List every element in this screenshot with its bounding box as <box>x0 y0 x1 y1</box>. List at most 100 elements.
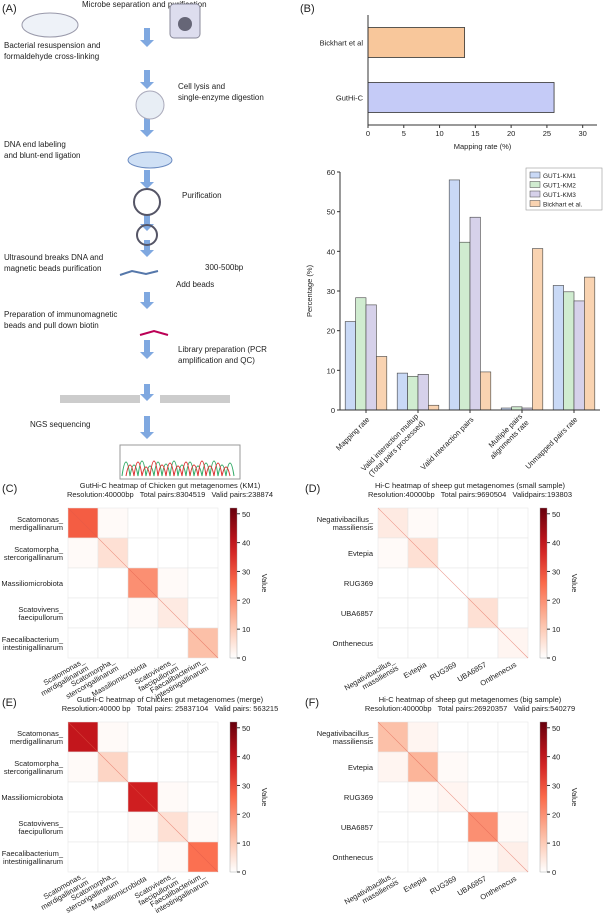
heatmap-cell <box>67 811 99 843</box>
heatmap-cell <box>127 507 159 539</box>
heatmap-cell <box>467 537 499 569</box>
heatmap-cell <box>187 721 219 753</box>
colorbar-tick-label: 20 <box>242 596 250 605</box>
step-text: magnetic beads purification <box>4 264 101 273</box>
y-tick-label: RUG369 <box>344 579 373 588</box>
colorbar-tick-label: 30 <box>242 567 250 576</box>
diagonal <box>377 507 529 659</box>
bar <box>563 291 575 411</box>
colorbar-tick-label: 40 <box>242 753 250 762</box>
heatmap-cell <box>497 751 529 783</box>
heatmap-cell <box>467 507 499 539</box>
step-text: formaldehyde cross-linking <box>4 52 99 61</box>
icons <box>21 3 241 480</box>
colorbar-label: Value <box>570 574 579 593</box>
bar <box>396 372 408 411</box>
colorbar-tick-label: 10 <box>242 625 250 634</box>
heatmap-cell <box>437 811 469 843</box>
colorbar-tick-label: 20 <box>552 596 560 605</box>
heatmap-cell <box>497 811 529 843</box>
heatmap-cell <box>467 627 499 659</box>
heatmap-cell <box>67 841 99 873</box>
heatmap-cell <box>127 751 159 783</box>
colorbar-tick-label: 50 <box>242 724 250 733</box>
heatmap-cell <box>157 781 189 813</box>
bar <box>355 297 367 411</box>
heatmap-cell <box>97 841 129 873</box>
y-tick-label: Negativibacillus_ massiliensis <box>317 729 374 746</box>
legend-swatch <box>529 200 541 207</box>
heatmap-cell <box>467 751 499 783</box>
heatmap-cell <box>377 537 409 569</box>
colorbar-tick-label: 50 <box>552 510 560 519</box>
y-tick-label: 60 <box>327 168 335 177</box>
bar <box>365 304 377 411</box>
heatmap-cell <box>67 597 99 629</box>
x-tick-label: RUG369 <box>428 874 458 896</box>
panel-label: (F) <box>305 697 319 709</box>
bar <box>448 179 460 411</box>
x-tick-label: RUG369 <box>428 660 458 682</box>
panel-label: (C) <box>2 483 17 495</box>
heatmap-cell <box>187 781 219 813</box>
y-tick-label: 30 <box>327 287 335 296</box>
y-tick-label: Scatomorpha_ stercorigallinarum <box>4 545 64 562</box>
x-tick-label: 0 <box>366 129 370 138</box>
step-text: NGS sequencing <box>30 420 90 429</box>
heatmap-cell <box>97 721 129 753</box>
heatmap-cell <box>187 597 219 629</box>
heatmap-cell <box>67 751 99 783</box>
x-tick-label: 20 <box>507 129 515 138</box>
legend-swatch <box>529 181 541 188</box>
heatmap-cell <box>97 627 129 659</box>
y-tick-label: Scatomonas_ merdigallinarum <box>10 515 64 532</box>
colorbar-tick-label: 10 <box>552 839 560 848</box>
legend-label: GUT1-KM3 <box>543 192 576 199</box>
arrows <box>140 28 154 439</box>
step-text: DNA end labeling <box>4 140 66 149</box>
heatmap-cell <box>157 751 189 783</box>
bar <box>428 404 440 411</box>
chart-subtitle: Resolution:40000 bp Total pairs: 2583710… <box>62 704 279 713</box>
colorbar <box>229 507 238 659</box>
step-text: Cell lysis and <box>178 82 225 91</box>
y-tick-label: Scatovivens_ faecipullorum <box>18 605 63 622</box>
heatmap-cell <box>377 567 409 599</box>
x-tick-label: Mapping rate <box>334 415 371 452</box>
x-tick-label: Negativibacillus_massiliensis <box>343 656 401 699</box>
colorbar-tick-label: 40 <box>552 753 560 762</box>
heatmap-cell <box>377 597 409 629</box>
y-tick-label: 50 <box>327 208 335 217</box>
colorbar-tick-label: 0 <box>552 868 556 877</box>
workflow-diagram: (A) Microbe separation and purification … <box>2 0 267 480</box>
x-tick-label: Valid interaction pairs <box>419 415 476 472</box>
step-text: Microbe separation and purification <box>82 0 207 9</box>
panel-label: (A) <box>2 3 17 15</box>
heatmap-cell <box>437 507 469 539</box>
heatmap-cell <box>377 751 409 783</box>
heatmap-cell <box>407 781 439 813</box>
y-tick-label: UBA6857 <box>341 823 373 832</box>
heatmap-cell <box>127 811 159 843</box>
colorbar-tick-label: 30 <box>552 567 560 576</box>
heatmap-cell <box>67 537 99 569</box>
x-tick-label: Multiple pairsalignments rate <box>482 412 531 461</box>
legend-label: GUT1-KM1 <box>543 173 576 180</box>
diagonal <box>67 721 219 873</box>
heatmap-cell <box>157 841 189 873</box>
y-tick-label: Evtepia <box>348 763 374 772</box>
legend-swatch <box>529 190 541 198</box>
bar <box>344 321 356 411</box>
heatmap-cell <box>377 841 409 873</box>
heatmap-cell <box>157 721 189 753</box>
y-tick-label: RUG369 <box>344 793 373 802</box>
panel-label: (B) <box>300 3 315 15</box>
y-tick-label: Bickhart et al <box>320 39 364 48</box>
colorbar-tick-label: 0 <box>552 654 556 663</box>
heatmap-cell <box>97 811 129 843</box>
colorbar <box>229 721 238 873</box>
heatmap-cell <box>97 781 129 813</box>
y-tick-label: Negativibacillus_ massiliensis <box>317 515 374 532</box>
x-tick-label: Evtepia <box>402 874 429 895</box>
chart-title: GutHi-C heatmap of Chicken gut metagenom… <box>77 695 264 704</box>
